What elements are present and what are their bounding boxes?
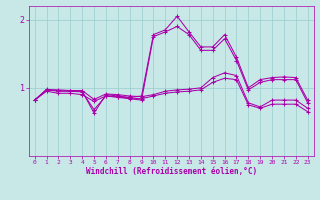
X-axis label: Windchill (Refroidissement éolien,°C): Windchill (Refroidissement éolien,°C) (86, 167, 257, 176)
